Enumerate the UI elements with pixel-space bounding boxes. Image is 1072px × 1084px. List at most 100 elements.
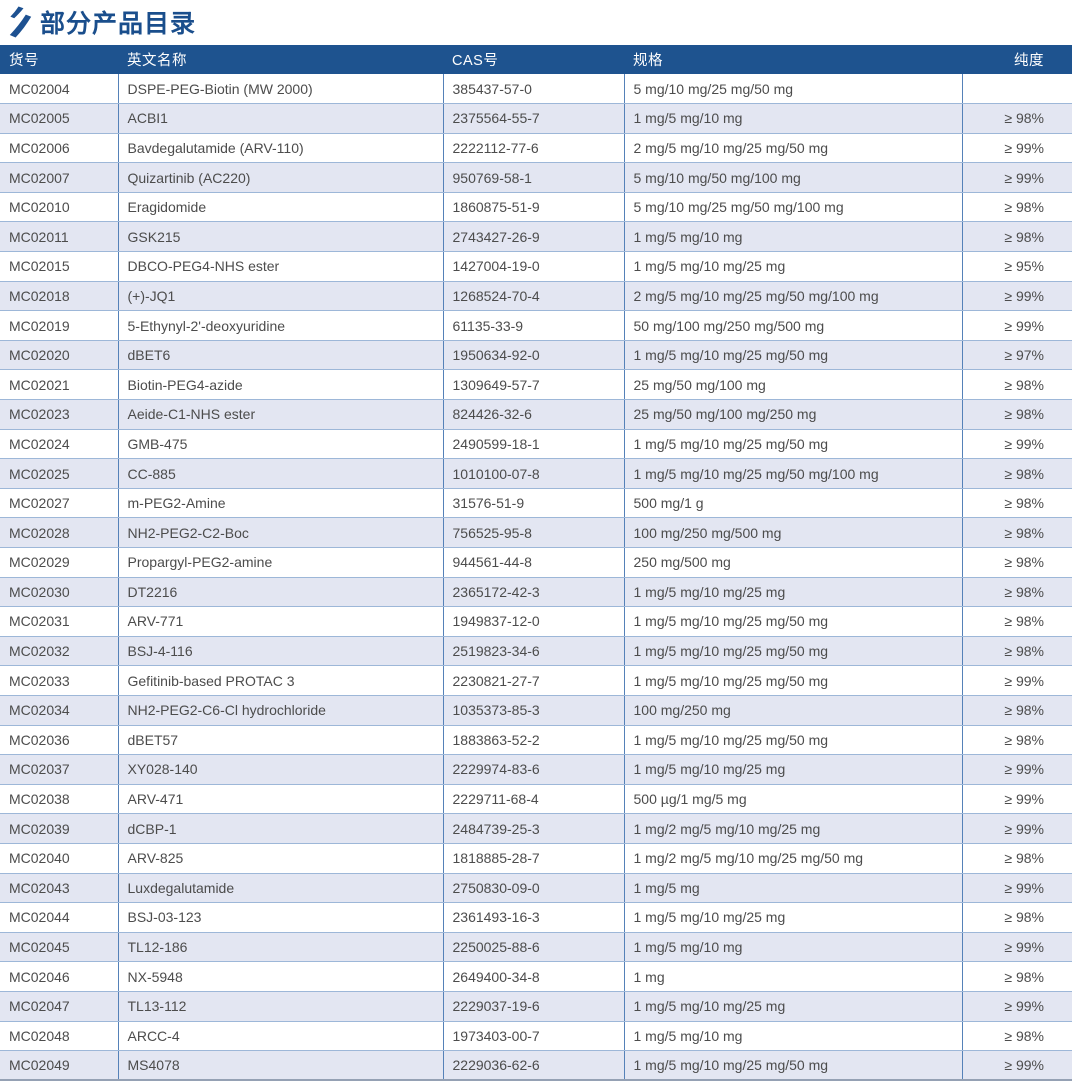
cell-cas: 1860875-51-9 [442,192,624,223]
cell-spec: 1 mg/5 mg/10 mg/25 mg/50 mg [623,429,962,460]
cell-purity: ≥ 99% [961,873,1072,904]
cell-english-name: DSPE-PEG-Biotin (MW 2000) [117,74,443,105]
cell-purity: ≥ 98% [961,399,1072,430]
cell-spec: 1 mg/5 mg/10 mg/25 mg [623,902,962,933]
table-row: MC02049 MS4078 2229036-62-6 1 mg/5 mg/10… [0,1050,1072,1081]
cell-purity: ≥ 98% [961,192,1072,223]
cell-sku: MC02030 [0,577,118,608]
cell-english-name: (+)-JQ1 [117,281,443,312]
table-row: MC02025 CC-885 1010100-07-8 1 mg/5 mg/10… [0,458,1072,489]
cell-spec: 1 mg/5 mg/10 mg [623,932,962,963]
cell-purity: ≥ 98% [961,221,1072,253]
cell-spec: 1 mg/5 mg/10 mg/25 mg [623,991,962,1022]
cell-cas: 2229036-62-6 [442,1050,624,1081]
cell-spec: 1 mg/5 mg/10 mg/25 mg/50 mg [623,725,962,756]
cell-cas: 2519823-34-6 [442,636,624,667]
cell-spec: 100 mg/250 mg [623,695,962,726]
cell-cas: 1427004-19-0 [442,251,624,282]
cell-cas: 1818885-28-7 [442,843,624,874]
cell-spec: 1 mg/5 mg/10 mg [623,103,962,134]
cell-spec: 500 mg/1 g [623,488,962,519]
cell-english-name: GSK215 [117,221,443,253]
table-row: MC02004 DSPE-PEG-Biotin (MW 2000) 385437… [0,74,1072,105]
cell-english-name: Gefitinib-based PROTAC 3 [117,665,443,696]
cell-cas: 2365172-42-3 [442,577,624,608]
cell-english-name: CC-885 [117,458,443,489]
cell-cas: 2649400-34-8 [442,961,624,992]
cell-cas: 2229037-19-6 [442,991,624,1022]
cell-english-name: GMB-475 [117,429,443,460]
cell-english-name: NH2-PEG2-C2-Boc [117,517,443,548]
table-row: MC02044 BSJ-03-123 2361493-16-3 1 mg/5 m… [0,902,1072,933]
cell-spec: 1 mg/5 mg/10 mg/25 mg/50 mg [623,606,962,637]
cell-cas: 2750830-09-0 [442,873,624,904]
cell-sku: MC02031 [0,606,118,637]
cell-purity: ≥ 99% [961,133,1072,164]
cell-sku: MC02023 [0,399,118,430]
cell-sku: MC02046 [0,961,118,992]
cell-spec: 1 mg/2 mg/5 mg/10 mg/25 mg/50 mg [623,843,962,874]
cell-spec: 1 mg/5 mg/10 mg/25 mg [623,577,962,608]
table-row: MC02033 Gefitinib-based PROTAC 3 2230821… [0,665,1072,696]
cell-english-name: ARV-771 [117,606,443,637]
cell-cas: 2375564-55-7 [442,103,624,134]
cell-english-name: ARCC-4 [117,1021,443,1052]
cell-english-name: Bavdegalutamide (ARV-110) [117,133,443,164]
cell-purity: ≥ 98% [961,458,1072,489]
table-row: MC02031 ARV-771 1949837-12-0 1 mg/5 mg/1… [0,606,1072,637]
cell-sku: MC02040 [0,843,118,874]
cell-cas: 2250025-88-6 [442,932,624,963]
cell-spec: 1 mg/5 mg/10 mg [623,221,962,253]
cell-spec: 2 mg/5 mg/10 mg/25 mg/50 mg [623,133,962,164]
cell-spec: 2 mg/5 mg/10 mg/25 mg/50 mg/100 mg [623,281,962,312]
cell-purity: ≥ 98% [961,1021,1072,1052]
cell-purity: ≥ 98% [961,725,1072,756]
column-header-english-name: 英文名称 [118,45,443,74]
table-row: MC02023 Aeide-C1-NHS ester 824426-32-6 2… [0,399,1072,430]
cell-sku: MC02033 [0,665,118,696]
cell-cas: 1949837-12-0 [442,606,624,637]
cell-english-name: 5-Ethynyl-2'-deoxyuridine [117,310,443,341]
flame-slashes-icon [9,6,32,38]
cell-purity: ≥ 98% [961,606,1072,637]
table-header: 货号 英文名称 CAS号 规格 纯度 [0,45,1072,74]
cell-cas: 1010100-07-8 [442,458,624,489]
cell-cas: 1883863-52-2 [442,725,624,756]
cell-purity: ≥ 99% [961,991,1072,1022]
cell-english-name: ARV-471 [117,784,443,815]
cell-spec: 5 mg/10 mg/25 mg/50 mg/100 mg [623,192,962,223]
cell-english-name: m-PEG2-Amine [117,488,443,519]
cell-english-name: DT2216 [117,577,443,608]
cell-english-name: XY028-140 [117,754,443,785]
table-row: MC02028 NH2-PEG2-C2-Boc 756525-95-8 100 … [0,517,1072,548]
cell-english-name: Aeide-C1-NHS ester [117,399,443,430]
cell-sku: MC02010 [0,192,118,223]
cell-purity: ≥ 98% [961,577,1072,608]
cell-purity: ≥ 98% [961,103,1072,134]
cell-cas: 61135-33-9 [442,310,624,341]
cell-purity: ≥ 98% [961,369,1072,401]
cell-sku: MC02015 [0,251,118,282]
table-row: MC02005 ACBI1 2375564-55-7 1 mg/5 mg/10 … [0,103,1072,134]
cell-sku: MC02007 [0,162,118,193]
cell-spec: 1 mg/5 mg/10 mg/25 mg/50 mg [623,665,962,696]
cell-english-name: dCBP-1 [117,813,443,844]
cell-cas: 2490599-18-1 [442,429,624,460]
cell-cas: 824426-32-6 [442,399,624,430]
cell-english-name: Biotin-PEG4-azide [117,369,443,401]
cell-purity: ≥ 98% [961,517,1072,548]
cell-english-name: TL12-186 [117,932,443,963]
cell-spec: 1 mg/5 mg/10 mg/25 mg/50 mg/100 mg [623,458,962,489]
cell-sku: MC02039 [0,813,118,844]
table-row: MC02039 dCBP-1 2484739-25-3 1 mg/2 mg/5 … [0,813,1072,844]
cell-cas: 1268524-70-4 [442,281,624,312]
cell-sku: MC02019 [0,310,118,341]
table-row: MC02019 5-Ethynyl-2'-deoxyuridine 61135-… [0,310,1072,341]
cell-spec: 5 mg/10 mg/50 mg/100 mg [623,162,962,193]
table-row: MC02037 XY028-140 2229974-83-6 1 mg/5 mg… [0,754,1072,785]
cell-sku: MC02038 [0,784,118,815]
cell-cas: 2361493-16-3 [442,902,624,933]
table-row: MC02007 Quizartinib (AC220) 950769-58-1 … [0,162,1072,193]
cell-purity: ≥ 98% [961,695,1072,726]
